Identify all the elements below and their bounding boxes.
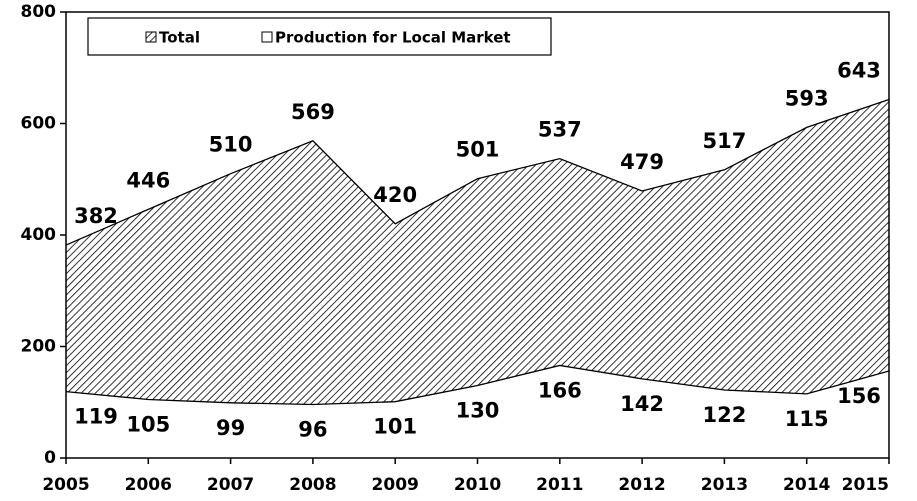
y-tick-label: 200 bbox=[21, 337, 57, 357]
data-label: 99 bbox=[216, 416, 245, 440]
x-tick-label: 2014 bbox=[783, 475, 830, 495]
area-line bbox=[65, 364, 890, 406]
y-tick-label: 400 bbox=[21, 225, 57, 245]
area-fill bbox=[66, 365, 889, 458]
data-label: 517 bbox=[702, 129, 746, 153]
data-label: 115 bbox=[785, 407, 829, 431]
x-tick-label: 2013 bbox=[701, 475, 748, 495]
data-label: 101 bbox=[373, 415, 417, 439]
data-label: 569 bbox=[291, 100, 335, 124]
legend-swatch bbox=[145, 31, 157, 43]
x-tick-label: 2009 bbox=[372, 475, 419, 495]
data-label: 142 bbox=[620, 392, 664, 416]
y-tick-label: 600 bbox=[21, 114, 57, 134]
x-tick-label: 2015 bbox=[842, 475, 889, 495]
data-label: 501 bbox=[456, 138, 500, 162]
data-label: 156 bbox=[837, 384, 881, 408]
area-fill bbox=[66, 99, 889, 458]
x-tick-label: 2011 bbox=[536, 475, 583, 495]
y-tick-label: 800 bbox=[21, 2, 57, 22]
data-label: 479 bbox=[620, 150, 664, 174]
x-tick-label: 2012 bbox=[618, 475, 665, 495]
x-tick-label: 2007 bbox=[207, 475, 254, 495]
legend-box bbox=[87, 17, 552, 56]
data-label: 420 bbox=[373, 183, 417, 207]
data-label: 166 bbox=[538, 378, 582, 402]
data-label: 446 bbox=[126, 168, 170, 192]
data-label: 643 bbox=[837, 59, 881, 83]
area-line bbox=[65, 98, 890, 246]
data-label: 119 bbox=[74, 405, 118, 429]
x-tick-label: 2008 bbox=[289, 475, 336, 495]
data-label: 122 bbox=[702, 403, 746, 427]
legend-swatch bbox=[261, 31, 273, 43]
y-tick-label: 0 bbox=[44, 448, 56, 468]
legend-label: Production for Local Market bbox=[275, 29, 511, 47]
data-label: 130 bbox=[456, 399, 500, 423]
data-label: 510 bbox=[209, 133, 253, 157]
legend-label: Total bbox=[159, 29, 200, 47]
data-label: 537 bbox=[538, 118, 582, 142]
x-tick-label: 2010 bbox=[454, 475, 501, 495]
data-label: 96 bbox=[298, 417, 327, 441]
x-tick-label: 2005 bbox=[42, 475, 89, 495]
x-tick-label: 2006 bbox=[125, 475, 172, 495]
data-label: 382 bbox=[74, 204, 118, 228]
data-label: 593 bbox=[785, 86, 829, 110]
data-label: 105 bbox=[126, 412, 170, 436]
